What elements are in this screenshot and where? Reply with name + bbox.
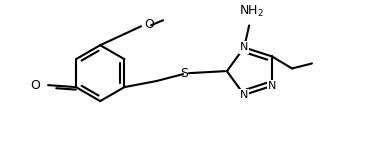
Text: N: N [240,90,249,100]
Text: O: O [144,18,154,31]
Text: N: N [268,81,276,91]
Text: S: S [180,67,188,80]
Text: NH$_2$: NH$_2$ [239,4,264,19]
Text: O: O [30,79,40,92]
Text: N: N [240,42,249,52]
